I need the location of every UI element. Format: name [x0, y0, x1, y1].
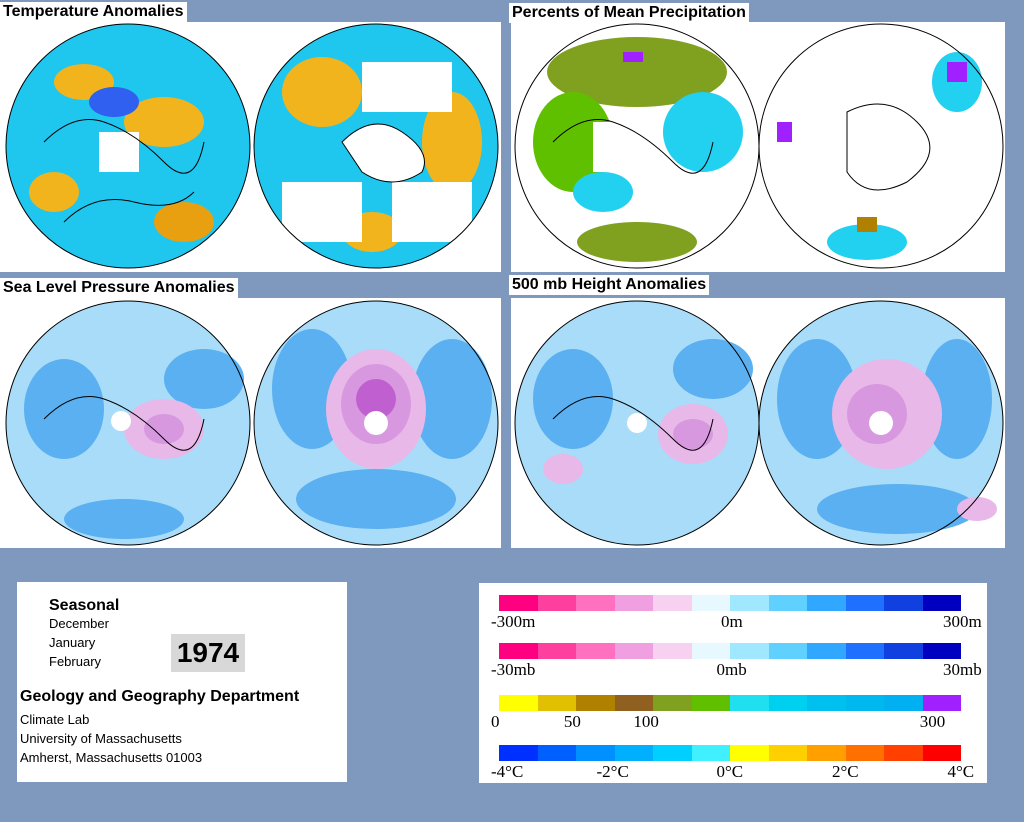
color-swatch	[845, 695, 884, 711]
month-2: January	[49, 635, 96, 650]
temperature-scale-tick-label: -2°C	[596, 762, 629, 781]
color-swatch	[807, 695, 846, 711]
color-swatch	[614, 745, 653, 761]
color-swatch	[730, 745, 769, 761]
color-swatch	[884, 695, 923, 711]
slp-south-map	[252, 299, 500, 547]
color-swatch	[691, 745, 730, 761]
temperature-scale-tick-label: 2°C	[832, 762, 859, 781]
height-south-map	[757, 299, 1005, 547]
precipitation-scale-tick-label: 300	[919, 712, 946, 731]
color-swatch	[576, 643, 615, 659]
season-label: Seasonal	[49, 597, 120, 614]
slp-title: Sea Level Pressure Anomalies	[0, 278, 238, 298]
color-swatch	[845, 595, 884, 611]
color-swatch	[576, 695, 615, 711]
pressure-scale-tick-label: -30mb	[491, 660, 536, 679]
precipitation-scale-tick-label: 50	[563, 712, 581, 731]
color-swatch	[807, 643, 846, 659]
color-swatch	[884, 643, 923, 659]
color-swatch	[499, 643, 538, 659]
month-3: February	[49, 654, 102, 669]
color-swatch	[537, 643, 576, 659]
color-swatch	[576, 745, 615, 761]
temperature-scale-tick-label: 0°C	[716, 762, 744, 781]
temperature-title: Temperature Anomalies	[0, 2, 187, 22]
legend-box: -300m 0m 300m -30mb 0mb 30mb 0 50 100 300 -4°C -2°C…	[479, 583, 987, 783]
color-swatch	[768, 745, 807, 761]
year-label: 1974	[171, 634, 245, 672]
precipitation-scale-bar	[499, 695, 961, 711]
color-swatch	[807, 595, 846, 611]
color-swatch	[614, 695, 653, 711]
color-swatch	[499, 595, 538, 611]
height-title: 500 mb Height Anomalies	[509, 275, 710, 295]
color-swatch	[691, 595, 730, 611]
color-swatch	[614, 643, 653, 659]
color-swatch	[730, 643, 769, 659]
precipitation-title: Percents of Mean Precipitation	[509, 3, 749, 23]
temperature-scale-tick-label: -4°C	[491, 762, 524, 781]
info-box: Seasonal December January February 1974 …	[17, 582, 347, 782]
slp-north-map	[4, 299, 252, 547]
color-swatch	[691, 695, 730, 711]
color-swatch	[653, 595, 692, 611]
color-swatch	[922, 643, 961, 659]
color-swatch	[768, 643, 807, 659]
temperature-north-map	[4, 22, 252, 270]
color-swatch	[768, 595, 807, 611]
color-swatch	[691, 643, 730, 659]
temperature-scale-tick-label: 4°C	[947, 762, 975, 781]
color-swatch	[653, 643, 692, 659]
color-swatch	[768, 695, 807, 711]
height-north-map	[513, 299, 761, 547]
color-swatch	[730, 695, 769, 711]
color-swatch	[845, 643, 884, 659]
precipitation-scale-tick-label: 0	[491, 712, 500, 731]
color-swatch	[653, 695, 692, 711]
color-swatch	[499, 745, 538, 761]
color-swatch	[922, 695, 961, 711]
temperature-south-map	[252, 22, 500, 270]
address-line-1: Climate Lab	[20, 712, 90, 727]
height-scale-tick-label: -300m	[491, 612, 536, 631]
color-swatch	[922, 745, 961, 761]
temperature-scale-bar	[499, 745, 961, 761]
color-swatch	[537, 745, 576, 761]
color-swatch	[537, 695, 576, 711]
height-scale-tick-label: 0m	[721, 612, 743, 631]
pressure-scale-tick-label: 30mb	[943, 660, 982, 679]
color-swatch	[884, 595, 923, 611]
month-1: December	[49, 616, 109, 631]
color-swatch	[537, 595, 576, 611]
pressure-scale-tick-label: 0mb	[716, 660, 747, 679]
color-swatch	[499, 695, 538, 711]
precipitation-scale-tick-label: 100	[633, 712, 659, 731]
precipitation-south-map	[757, 22, 1005, 270]
address-line-2: University of Massachusetts	[20, 731, 182, 746]
precipitation-north-map	[513, 22, 761, 270]
color-swatch	[653, 745, 692, 761]
department-label: Geology and Geography Department	[20, 688, 300, 705]
height-scale-bar	[499, 595, 961, 611]
address-line-3: Amherst, Massachusetts 01003	[20, 750, 203, 765]
color-swatch	[884, 745, 923, 761]
color-swatch	[807, 745, 846, 761]
color-swatch	[730, 595, 769, 611]
height-scale-tick-label: 300m	[943, 612, 982, 631]
pressure-scale-bar	[499, 643, 961, 659]
color-swatch	[614, 595, 653, 611]
color-swatch	[845, 745, 884, 761]
color-swatch	[576, 595, 615, 611]
color-swatch	[922, 595, 961, 611]
